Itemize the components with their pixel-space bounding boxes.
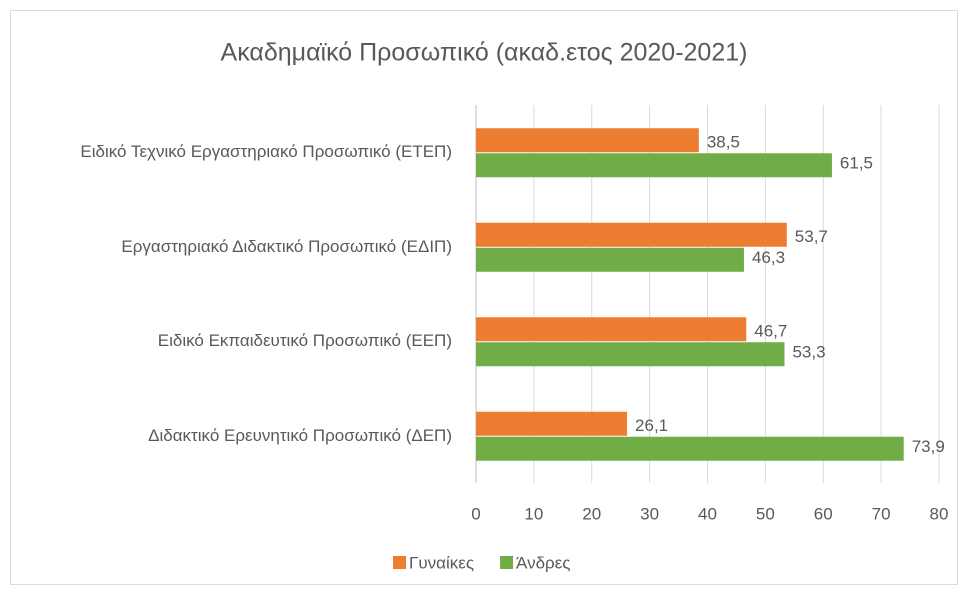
data-label: 61,5	[840, 154, 873, 173]
chart-title: Ακαδημαϊκό Προσωπικό (ακαδ.ετος 2020-202…	[221, 39, 748, 67]
chart-border	[10, 10, 958, 585]
legend-swatch	[500, 556, 514, 569]
x-tick-label: 60	[814, 504, 833, 523]
data-label: 53,7	[795, 227, 828, 246]
x-tick-label: 40	[698, 504, 717, 523]
bar	[476, 247, 744, 272]
x-tick-label: 70	[872, 504, 891, 523]
bar	[476, 411, 628, 436]
y-tick-label: Ειδικό Εκπαιδευτικό Προσωπικό (ΕΕΠ)	[157, 331, 452, 351]
data-label: 38,5	[707, 133, 740, 152]
legend-label: Γυναίκες	[409, 553, 474, 572]
x-tick-label: 80	[930, 504, 949, 523]
bar	[476, 128, 699, 153]
x-tick-label: 20	[582, 504, 601, 523]
x-tick-label: 10	[524, 504, 543, 523]
bar	[476, 317, 747, 342]
bar	[476, 153, 832, 178]
bar	[476, 342, 785, 367]
bar	[476, 222, 787, 247]
legend-label: Άνδρες	[516, 553, 570, 572]
category-label-box: Διδακτικό Ερευνητικό Προσωπικό (ΔΕΠ)	[148, 406, 452, 466]
data-label: 46,3	[752, 248, 785, 267]
x-tick-label: 30	[640, 504, 659, 523]
category-label-box: Ειδικό Εκπαιδευτικό Προσωπικό (ΕΕΠ)	[158, 311, 452, 371]
data-label: 46,7	[754, 322, 787, 341]
category-label-box: Εργαστηριακό Διδακτικό Προσωπικό (ΕΔΙΠ)	[121, 217, 452, 277]
category-label-box: Ειδικό Τεχνικό Εργαστηριακό Προσωπικό (Ε…	[80, 122, 452, 182]
bar	[476, 436, 904, 461]
y-tick-label: Εργαστηριακό Διδακτικό Προσωπικό (ΕΔΙΠ)	[121, 236, 452, 256]
y-tick-label: Διδακτικό Ερευνητικό Προσωπικό (ΔΕΠ)	[148, 425, 452, 445]
data-label: 73,9	[912, 437, 945, 456]
x-tick-label: 50	[756, 504, 775, 523]
data-label: 53,3	[792, 343, 825, 362]
y-tick-label: Ειδικό Τεχνικό Εργαστηριακό Προσωπικό (Ε…	[80, 142, 452, 162]
data-label: 26,1	[635, 416, 668, 435]
legend-swatch	[393, 556, 406, 569]
x-tick-label: 0	[471, 504, 480, 523]
